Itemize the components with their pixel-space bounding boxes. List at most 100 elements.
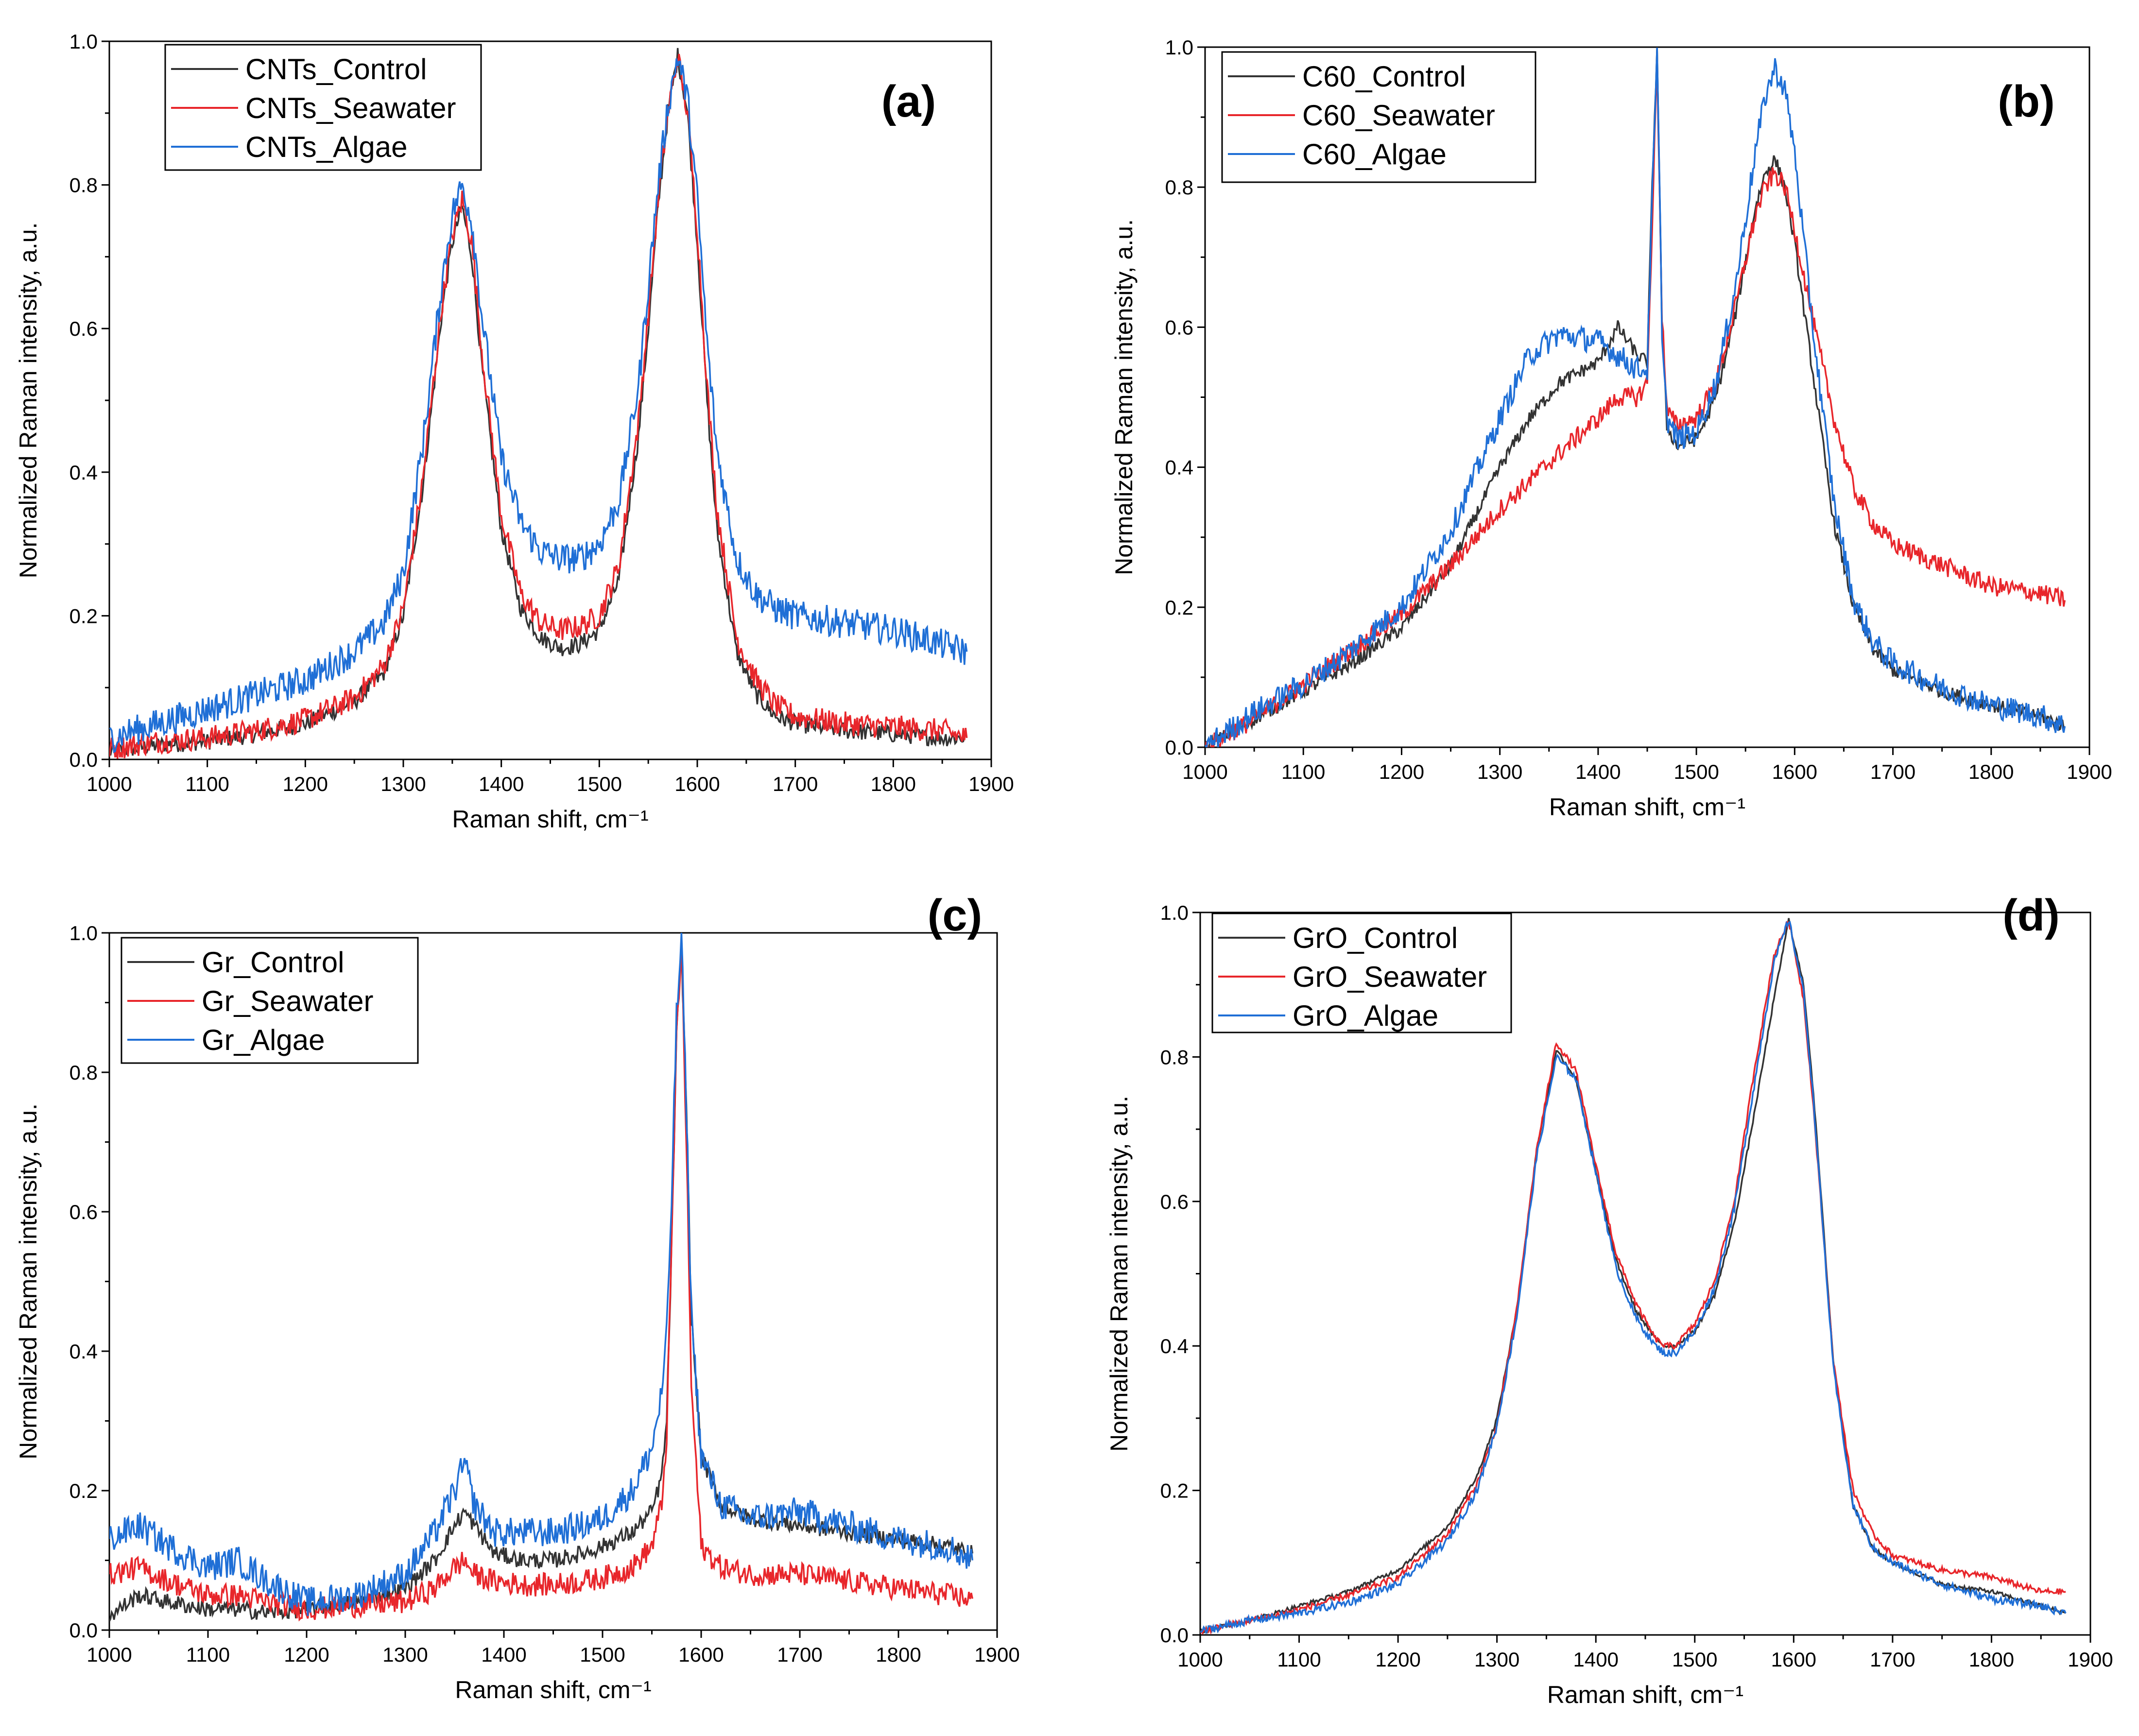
x-axis-title: Raman shift, cm⁻¹ bbox=[1547, 1681, 1743, 1708]
x-tick-label: 1400 bbox=[1575, 760, 1621, 783]
legend-entry-label: CNTs_Seawater bbox=[245, 92, 456, 124]
legend-entry-label: GrO_Seawater bbox=[1293, 961, 1487, 993]
y-tick-label: 0.4 bbox=[1160, 1335, 1189, 1358]
series-line-cnts-seawater bbox=[109, 53, 968, 759]
x-tick-label: 1600 bbox=[1771, 1648, 1816, 1671]
legend-entry-label: Gr_Seawater bbox=[202, 985, 374, 1017]
chart-panel-d: 1000 1100 1200 1300 1400 1500 1600 1700 1800 1900… bbox=[1105, 891, 2113, 1708]
x-tick-label: 1300 bbox=[380, 773, 426, 795]
y-tick-label: 0.6 bbox=[1165, 316, 1193, 339]
x-tick-label: 1100 bbox=[186, 773, 229, 795]
x-tick-label: 1100 bbox=[1281, 760, 1325, 783]
x-axis-title: Raman shift, cm⁻¹ bbox=[452, 806, 648, 833]
chart-panel-c: 1000 1100 1200 1300 1400 1500 1600 1700 1800 1900… bbox=[15, 891, 1020, 1703]
series-line-cnts-algae bbox=[109, 58, 968, 754]
x-tick-label: 1900 bbox=[2068, 1648, 2113, 1671]
y-tick-label: 0.4 bbox=[69, 1340, 98, 1363]
legend-entry-label: Gr_Control bbox=[202, 946, 344, 979]
legend-entry-label: C60_Control bbox=[1302, 60, 1466, 93]
x-axis-title: Raman shift, cm⁻¹ bbox=[455, 1676, 651, 1703]
x-tick-label: 1200 bbox=[1375, 1648, 1420, 1671]
chart-panel-a: 1000 1100 1200 1300 1400 1500 1600 1700 1800 1900… bbox=[15, 30, 1014, 833]
y-tick-label: 0.6 bbox=[1160, 1190, 1189, 1213]
x-tick-label: 1900 bbox=[968, 773, 1014, 795]
x-tick-label: 1800 bbox=[876, 1643, 921, 1666]
panel-label: (d) bbox=[2002, 891, 2059, 940]
x-tick-label: 1500 bbox=[1672, 1648, 1717, 1671]
legend-entry-label: C60_Algae bbox=[1302, 138, 1447, 171]
x-tick-label: 1800 bbox=[1968, 760, 2014, 783]
y-tick-label: 1.0 bbox=[69, 30, 98, 53]
x-tick-label: 1700 bbox=[773, 773, 818, 795]
y-tick-label: 0.8 bbox=[69, 174, 98, 197]
x-tick-label: 1800 bbox=[871, 773, 916, 795]
x-tick-label: 1000 bbox=[86, 773, 132, 795]
y-tick-label: 0.4 bbox=[1165, 456, 1193, 479]
x-tick-label: 1200 bbox=[283, 773, 328, 795]
x-tick-label: 1100 bbox=[186, 1643, 230, 1666]
x-axis-title: Raman shift, cm⁻¹ bbox=[1549, 793, 1745, 821]
y-axis-title: Normalized Raman intensity, a.u. bbox=[1110, 219, 1138, 575]
x-tick-label: 1700 bbox=[1870, 1648, 1915, 1671]
x-tick-label: 1700 bbox=[1870, 760, 1915, 783]
x-tick-label: 1400 bbox=[1573, 1648, 1619, 1671]
y-tick-label: 1.0 bbox=[69, 922, 98, 945]
y-tick-label: 0.4 bbox=[69, 461, 98, 484]
y-tick-label: 1.0 bbox=[1160, 901, 1189, 924]
x-tick-label: 1400 bbox=[479, 773, 524, 795]
x-tick-label: 1400 bbox=[481, 1643, 526, 1666]
legend-box bbox=[1221, 51, 1536, 183]
series-line-gr-seawater bbox=[109, 951, 974, 1622]
y-tick-label: 0.0 bbox=[1160, 1624, 1189, 1647]
x-tick-label: 1500 bbox=[1673, 760, 1719, 783]
series-line-gro-algae bbox=[1200, 920, 2067, 1635]
x-tick-label: 1200 bbox=[284, 1643, 329, 1666]
series-line-gro-seawater bbox=[1200, 921, 2066, 1635]
x-tick-label: 1900 bbox=[974, 1643, 1019, 1666]
series-line-c60-seawater bbox=[1205, 57, 2066, 747]
y-tick-label: 1.0 bbox=[1165, 36, 1193, 59]
y-tick-label: 0.0 bbox=[69, 1619, 98, 1642]
y-tick-label: 0.8 bbox=[1160, 1046, 1189, 1068]
x-tick-label: 1500 bbox=[577, 773, 622, 795]
x-tick-label: 1600 bbox=[1772, 760, 1817, 783]
x-tick-label: 1000 bbox=[86, 1643, 132, 1666]
x-tick-label: 1100 bbox=[1277, 1648, 1321, 1671]
y-axis-title: Normalized Raman intensity, a.u. bbox=[1105, 1096, 1133, 1452]
panel-label: (a) bbox=[881, 77, 936, 126]
y-tick-label: 0.8 bbox=[1165, 176, 1193, 199]
y-tick-label: 0.0 bbox=[1165, 736, 1193, 759]
x-tick-label: 1000 bbox=[1182, 760, 1227, 783]
x-tick-label: 1300 bbox=[382, 1643, 428, 1666]
x-tick-label: 1600 bbox=[678, 1643, 724, 1666]
legend-box bbox=[1211, 912, 1512, 1033]
legend-entry-label: CNTs_Control bbox=[245, 53, 427, 86]
y-tick-label: 0.6 bbox=[69, 317, 98, 340]
y-tick-label: 0.6 bbox=[69, 1201, 98, 1223]
series-line-c60-algae bbox=[1205, 47, 2066, 747]
y-tick-label: 0.2 bbox=[69, 604, 98, 627]
panel-label: (c) bbox=[928, 891, 982, 940]
y-tick-label: 0.2 bbox=[69, 1479, 98, 1502]
x-tick-label: 1200 bbox=[1379, 760, 1424, 783]
x-tick-label: 1800 bbox=[1969, 1648, 2014, 1671]
y-tick-label: 0.2 bbox=[1165, 596, 1193, 619]
legend-entry-label: GrO_Algae bbox=[1293, 999, 1438, 1032]
series-line-gr-control bbox=[109, 941, 974, 1622]
x-tick-label: 1900 bbox=[2067, 760, 2112, 783]
y-tick-label: 0.8 bbox=[69, 1061, 98, 1084]
x-tick-label: 1300 bbox=[1477, 760, 1522, 783]
x-tick-label: 1000 bbox=[1177, 1648, 1223, 1671]
y-axis-title: Normalized Raman intensity, a.u. bbox=[15, 223, 42, 579]
legend-entry-label: Gr_Algae bbox=[202, 1024, 325, 1056]
y-tick-label: 0.0 bbox=[69, 748, 98, 771]
panel-label: (b) bbox=[1998, 77, 2054, 126]
series-line-gr-algae bbox=[109, 933, 974, 1616]
legend-entry-label: C60_Seawater bbox=[1302, 99, 1495, 132]
x-tick-label: 1500 bbox=[580, 1643, 625, 1666]
legend-entry-label: GrO_Control bbox=[1293, 922, 1458, 954]
chart-panel-b: 1000 1100 1200 1300 1400 1500 1600 1700 1800 1900… bbox=[1110, 36, 2112, 821]
legend-entry-label: CNTs_Algae bbox=[245, 131, 408, 163]
x-tick-label: 1600 bbox=[674, 773, 720, 795]
